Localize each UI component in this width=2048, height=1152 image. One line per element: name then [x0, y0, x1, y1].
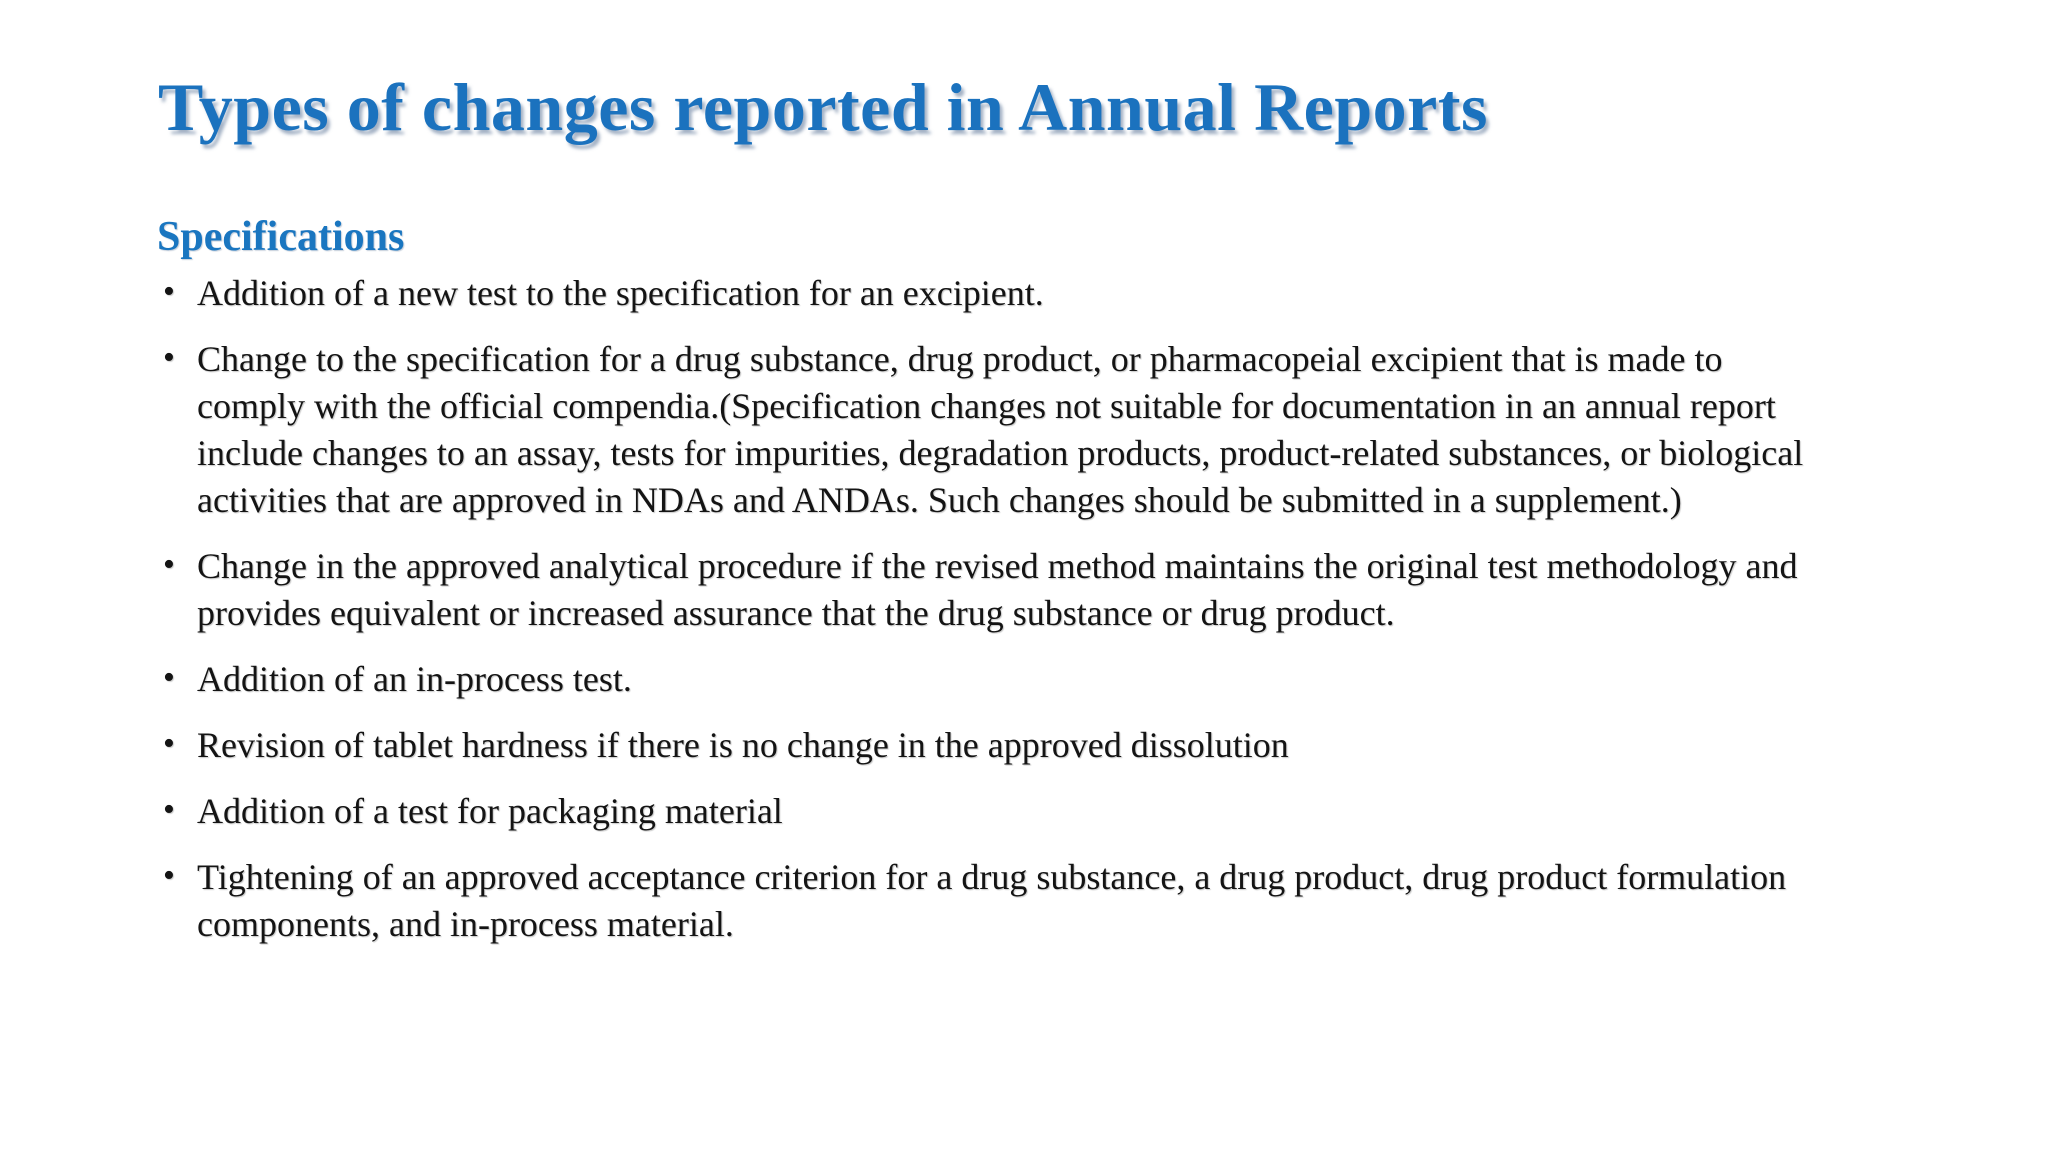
- bullet-item: Tightening of an approved acceptance cri…: [163, 852, 1833, 948]
- section-heading-specifications: Specifications: [157, 214, 405, 260]
- bullet-item: Change to the specification for a drug s…: [163, 334, 1833, 524]
- slide-title: Types of changes reported in Annual Repo…: [158, 69, 1488, 145]
- bullet-item: Addition of a test for packaging materia…: [163, 786, 1833, 835]
- bullet-item: Addition of a new test to the specificat…: [163, 268, 1833, 317]
- bullet-item: Addition of an in-process test.: [163, 654, 1833, 703]
- bullet-list: Addition of a new test to the specificat…: [163, 268, 1833, 967]
- bullet-item: Change in the approved analytical proced…: [163, 541, 1833, 637]
- bullet-item: Revision of tablet hardness if there is …: [163, 720, 1833, 769]
